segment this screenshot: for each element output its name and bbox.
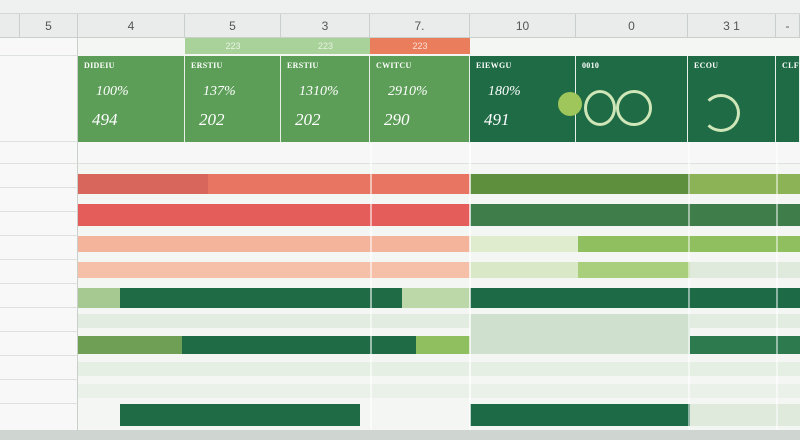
kpi-percent: 137%: [203, 84, 236, 99]
header-tag: 223: [185, 38, 281, 54]
kpi-percent: 1310%: [299, 84, 339, 99]
heat-cell[interactable]: [470, 204, 800, 226]
kpi-value: 202: [199, 110, 225, 129]
column-divider: [776, 142, 778, 440]
heat-cell[interactable]: [470, 404, 690, 426]
kpi-label: ERSTIU: [191, 61, 223, 70]
select-all-corner[interactable]: [0, 14, 20, 38]
column-divider: [370, 142, 372, 440]
kpi-card[interactable]: ERSTIU 1310% 202: [281, 56, 370, 142]
row-header[interactable]: [0, 56, 78, 142]
kpi-label: 0010: [582, 61, 600, 70]
heat-cell[interactable]: [208, 174, 470, 194]
kpi-card[interactable]: DIDEIU 100% 494: [78, 56, 185, 142]
row-header[interactable]: [0, 164, 78, 188]
heat-cell[interactable]: [78, 174, 208, 194]
heat-cell[interactable]: [78, 262, 470, 278]
kpi-value: 290: [384, 110, 410, 129]
heat-cell[interactable]: [182, 336, 416, 354]
kpi-value: 494: [92, 110, 118, 129]
heat-cell[interactable]: [78, 288, 120, 308]
column-header[interactable]: 5: [20, 14, 78, 38]
kpi-percent: 100%: [96, 84, 129, 99]
column-divider: [688, 142, 690, 440]
kpi-label: CWITCU: [376, 61, 412, 70]
kpi-label: EIEWGU: [476, 61, 512, 70]
gauge-icon: [702, 94, 740, 132]
kpi-card[interactable]: CWITCU 2910% 290: [370, 56, 470, 142]
kpi-card[interactable]: CLF: [776, 56, 800, 142]
kpi-label: CLF: [782, 61, 799, 70]
row-header[interactable]: [0, 308, 78, 332]
heat-cell[interactable]: [78, 314, 470, 328]
kpi-percent: 180%: [488, 84, 521, 99]
kpi-value: 202: [295, 110, 321, 129]
empty-row: [78, 142, 800, 164]
row-header[interactable]: [0, 188, 78, 212]
row-header[interactable]: [0, 212, 78, 236]
heat-cell[interactable]: [470, 288, 800, 308]
row-header[interactable]: [0, 260, 78, 284]
heat-cell[interactable]: [120, 404, 360, 426]
heat-cell[interactable]: [690, 336, 800, 354]
row-header[interactable]: [0, 380, 78, 404]
column-header[interactable]: 10: [470, 14, 576, 38]
kpi-value: 491: [484, 110, 510, 129]
heat-cell[interactable]: [120, 288, 402, 308]
top-bar: [0, 0, 800, 14]
heat-cell[interactable]: [470, 314, 690, 354]
column-header[interactable]: -: [776, 14, 800, 38]
heat-cell[interactable]: [690, 404, 800, 426]
heat-cell[interactable]: [470, 236, 578, 252]
kpi-card[interactable]: ECOU: [688, 56, 776, 142]
heat-cell[interactable]: [578, 262, 690, 278]
ring-icon: [616, 90, 652, 126]
kpi-label: ERSTIU: [287, 61, 319, 70]
heat-cell[interactable]: [690, 174, 800, 194]
row-header[interactable]: [0, 236, 78, 260]
row-header[interactable]: [0, 284, 78, 308]
column-header[interactable]: 4: [78, 14, 185, 38]
heat-cell[interactable]: [78, 204, 470, 226]
heat-cell[interactable]: [470, 174, 690, 194]
column-divider: [469, 142, 471, 440]
column-header[interactable]: 0: [576, 14, 688, 38]
row-header[interactable]: [0, 356, 78, 380]
heat-cell[interactable]: [78, 236, 470, 252]
column-header[interactable]: 3: [281, 14, 370, 38]
heat-cell[interactable]: [78, 336, 182, 354]
heat-cell[interactable]: [402, 288, 470, 308]
heat-cell[interactable]: [416, 336, 470, 354]
heat-cell[interactable]: [470, 262, 578, 278]
heat-cell[interactable]: [78, 384, 800, 398]
row-header[interactable]: [0, 38, 78, 56]
heat-cell[interactable]: [690, 262, 800, 278]
kpi-card[interactable]: ERSTIU 137% 202: [185, 56, 281, 142]
column-header[interactable]: 7.: [370, 14, 470, 38]
horizontal-scrollbar[interactable]: [0, 430, 800, 440]
column-header[interactable]: 3 1: [688, 14, 776, 38]
heat-cell[interactable]: [78, 362, 800, 376]
status-dot-icon: [558, 92, 582, 116]
ring-icon: [584, 90, 616, 126]
column-header[interactable]: 5: [185, 14, 281, 38]
header-tag: 223: [281, 38, 370, 54]
row-header[interactable]: [0, 332, 78, 356]
kpi-percent: 2910%: [388, 84, 428, 99]
kpi-card[interactable]: 0010: [558, 56, 688, 142]
heat-cell[interactable]: [690, 314, 800, 328]
kpi-label: ECOU: [694, 61, 719, 70]
header-tag: 223: [370, 38, 470, 54]
kpi-label: DIDEIU: [84, 61, 115, 70]
row-header[interactable]: [0, 142, 78, 164]
